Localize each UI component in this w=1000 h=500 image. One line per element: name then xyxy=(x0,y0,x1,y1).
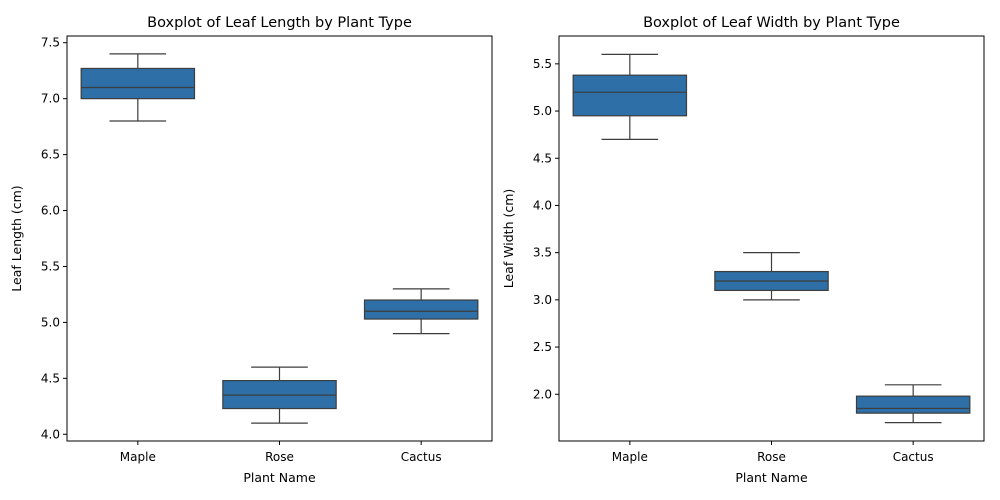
plot-area: 2.0 2.5 3.0 3.5 4.0 4.5 5.0 5.5 Maple Rose Cactus xyxy=(533,35,985,464)
chart-title: Boxplot of Leaf Length by Plant Type xyxy=(147,15,412,31)
y-tick-label: 6.0 xyxy=(41,204,60,218)
leaf-width-boxplot: Boxplot of Leaf Width by Plant Type Plan… xyxy=(501,15,985,485)
y-tick-label: 4.5 xyxy=(41,371,60,385)
iqr-box xyxy=(80,67,196,100)
y-axis-label: Leaf Width (cm) xyxy=(501,189,516,289)
box-maple xyxy=(572,53,688,140)
y-tick-label: 3.0 xyxy=(533,293,552,307)
y-tick-label: 4.0 xyxy=(41,427,60,441)
y-tick-label: 3.5 xyxy=(533,246,552,260)
x-axis-label: Plant Name xyxy=(735,470,808,485)
x-tick-label: Maple xyxy=(120,450,156,464)
y-tick-label: 5.0 xyxy=(533,104,552,118)
y-tick-label: 6.5 xyxy=(41,148,60,162)
x-tick-label: Rose xyxy=(265,450,294,464)
y-tick-label: 4.0 xyxy=(533,198,552,212)
iqr-box xyxy=(363,299,479,320)
y-tick-label: 4.5 xyxy=(533,151,552,165)
plot-area: 4.0 4.5 5.0 5.5 6.0 6.5 7.0 7.5 Maple Rose Cactus xyxy=(41,35,493,464)
y-axis-label: Leaf Length (cm) xyxy=(9,185,24,291)
iqr-box xyxy=(572,74,688,117)
box-rose xyxy=(222,366,337,424)
y-tick-label: 7.0 xyxy=(41,92,60,106)
x-tick-label: Maple xyxy=(612,450,648,464)
x-tick-label: Cactus xyxy=(401,450,442,464)
y-tick-label: 5.5 xyxy=(41,259,60,273)
x-axis-label: Plant Name xyxy=(243,470,316,485)
y-tick-label: 2.5 xyxy=(533,340,552,354)
box-maple xyxy=(80,53,196,122)
y-tick-label: 7.5 xyxy=(41,36,60,50)
leaf-length-boxplot: Boxplot of Leaf Length by Plant Type Pla… xyxy=(9,15,493,485)
x-tick-label: Cactus xyxy=(893,450,934,464)
y-tick-label: 5.0 xyxy=(41,315,60,329)
chart-title: Boxplot of Leaf Width by Plant Type xyxy=(643,15,900,31)
y-tick-label: 5.5 xyxy=(533,57,552,71)
x-tick-label: Rose xyxy=(757,450,786,464)
box-cactus xyxy=(855,384,971,424)
box-cactus xyxy=(363,288,479,335)
box-rose xyxy=(714,252,829,301)
iqr-box xyxy=(855,395,971,414)
y-tick-label: 2.0 xyxy=(533,387,552,401)
